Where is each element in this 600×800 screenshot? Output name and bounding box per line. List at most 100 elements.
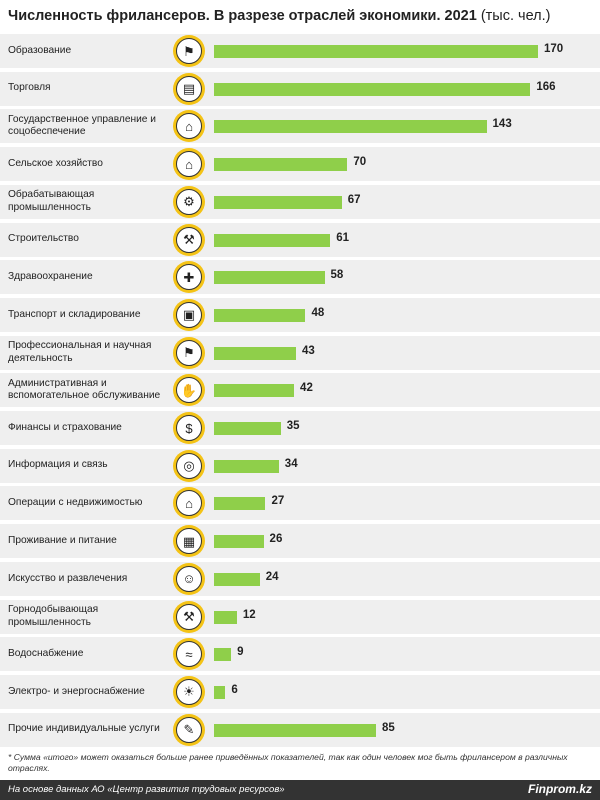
icon-glyph: ☀ xyxy=(176,678,202,705)
icon-glyph: ⚑ xyxy=(176,339,202,366)
bar xyxy=(214,346,296,360)
category-label: Финансы и страхование xyxy=(8,421,122,433)
brand-logo: Finprom.kz xyxy=(527,782,592,796)
icon-glyph: ✋ xyxy=(176,377,202,404)
bar-row: Электро- и энергоснабжение ☀ 6 xyxy=(0,674,600,709)
bar xyxy=(214,535,264,549)
icon-glyph: ⌂ xyxy=(176,113,202,140)
bar-row: Государственное управление и соцобеспече… xyxy=(0,109,600,144)
bar-row: Финансы и страхование $35 xyxy=(0,411,600,445)
bar-value-label: 166 xyxy=(536,80,556,93)
bar-row: Водоснабжение ≈9 xyxy=(0,637,600,672)
category-label: Горнодобывающая промышленность xyxy=(8,604,99,628)
category-label: Электро- и энергоснабжение xyxy=(8,685,145,697)
bar xyxy=(214,82,531,96)
bar xyxy=(214,572,260,586)
bar xyxy=(214,45,538,58)
bar-value-label: 48 xyxy=(311,306,325,319)
icon-glyph: ⚙ xyxy=(176,188,202,215)
government-building-icon: ⌂ xyxy=(173,110,205,143)
finance-shield-icon: $ xyxy=(173,412,205,444)
chart-unit: (тыс. чел.) xyxy=(480,8,551,24)
bar xyxy=(214,497,266,511)
bar-value-label: 143 xyxy=(492,118,512,131)
bar xyxy=(214,459,279,473)
bar-row: Проживание и питание ▦ 26 xyxy=(0,524,600,559)
graduation-cap-icon: ⚑ xyxy=(173,35,205,67)
bar-value-label: 27 xyxy=(271,495,285,508)
icon-glyph: ✎ xyxy=(176,716,202,743)
icon-glyph: ⚒ xyxy=(176,603,202,630)
icon-glyph: ☺ xyxy=(176,565,202,592)
category-label: Водоснабжение xyxy=(8,647,84,659)
bar-value-label: 67 xyxy=(347,193,361,206)
icon-glyph: ▦ xyxy=(176,528,202,555)
bar-value-label: 70 xyxy=(353,156,367,169)
theater-masks-icon: ☺ xyxy=(173,562,205,595)
icon-glyph: ⌂ xyxy=(176,151,202,178)
house-handshake-icon: ⌂ xyxy=(173,487,205,520)
icon-glyph: ⚒ xyxy=(176,226,202,253)
document-pen-icon: ✎ xyxy=(173,713,205,746)
category-label: Сельское хозяйство xyxy=(8,157,103,169)
category-label: Прочие индивидуальные услуги xyxy=(8,723,160,735)
water-tap-icon: ≈ xyxy=(173,638,205,671)
bar-row: Образование ⚑ 170 xyxy=(0,34,600,68)
hand-person-icon: ✋ xyxy=(173,374,205,407)
bar-row: Прочие индивидуальные услуги ✎ 85 xyxy=(0,712,600,747)
bar xyxy=(214,158,348,172)
icon-glyph: ✚ xyxy=(176,264,202,291)
category-label: Профессиональная и научная деятельность xyxy=(8,340,152,364)
crane-icon: ⚒ xyxy=(173,223,205,256)
bar xyxy=(214,384,295,398)
icon-glyph: ▤ xyxy=(176,75,202,102)
bar-row: Операции с недвижимостью ⌂ 27 xyxy=(0,486,600,521)
bar-value-label: 170 xyxy=(544,43,564,55)
category-label: Образование xyxy=(8,44,72,56)
bar-value-label: 43 xyxy=(301,344,315,357)
category-label: Государственное управление и соцобеспече… xyxy=(8,113,156,138)
bar-row: Профессиональная и научная деятельность ⚑… xyxy=(0,335,600,370)
category-label: Обрабатывающая промышленность xyxy=(8,189,95,213)
bar xyxy=(214,648,232,662)
category-label: Торговля xyxy=(8,82,51,94)
bar xyxy=(214,271,325,285)
bar-row: Транспорт и складирование ▣ 48 xyxy=(0,297,600,332)
bar-value-label: 9 xyxy=(237,646,244,659)
bar-value-label: 35 xyxy=(286,420,300,432)
icon-glyph: ⚑ xyxy=(176,38,202,64)
bar-value-label: 24 xyxy=(265,570,279,583)
footer-bar: На основе данных АО «Центр развития труд… xyxy=(0,780,600,800)
bar-value-label: 26 xyxy=(269,533,283,546)
bar xyxy=(214,685,226,699)
category-label: Информация и связь xyxy=(8,459,108,471)
category-label: Транспорт и складирование xyxy=(8,308,141,320)
bar-row: Здравоохранение ✚ 58 xyxy=(0,260,600,295)
category-label: Операции с недвижимостью xyxy=(8,497,143,509)
bar xyxy=(214,723,376,737)
bar xyxy=(214,120,487,134)
hotel-icon: ▦ xyxy=(173,525,205,558)
category-label: Искусство и развлечения xyxy=(8,572,128,584)
bar-row: Информация и связь ◎ 34 xyxy=(0,448,600,483)
icon-glyph: ≈ xyxy=(176,641,202,668)
footnote: * Сумма «итого» может оказаться больше р… xyxy=(8,752,568,773)
bar-row: Горнодобывающая промышленность ⚒ 12 xyxy=(0,599,600,634)
icon-glyph: ⌂ xyxy=(176,490,202,517)
bar xyxy=(214,308,306,322)
bar-value-label: 42 xyxy=(300,382,313,395)
icon-glyph: ▣ xyxy=(176,301,202,328)
icon-glyph: $ xyxy=(176,415,202,441)
icon-glyph: ◎ xyxy=(176,452,202,479)
bar-value-label: 6 xyxy=(231,683,238,696)
category-label: Проживание и питание xyxy=(8,534,117,546)
category-label: Здравоохранение xyxy=(8,270,93,282)
bar-value-label: 12 xyxy=(242,608,256,621)
bar xyxy=(214,610,237,624)
category-label: Административная и вспомогательное обслу… xyxy=(8,377,161,402)
bar-value-label: 34 xyxy=(284,457,298,470)
pickaxe-icon: ⚒ xyxy=(173,600,205,633)
chart-title: Численность фрилансеров. В разрезе отрас… xyxy=(8,8,477,24)
category-label: Строительство xyxy=(8,233,79,245)
medical-cross-icon: ✚ xyxy=(173,261,205,294)
